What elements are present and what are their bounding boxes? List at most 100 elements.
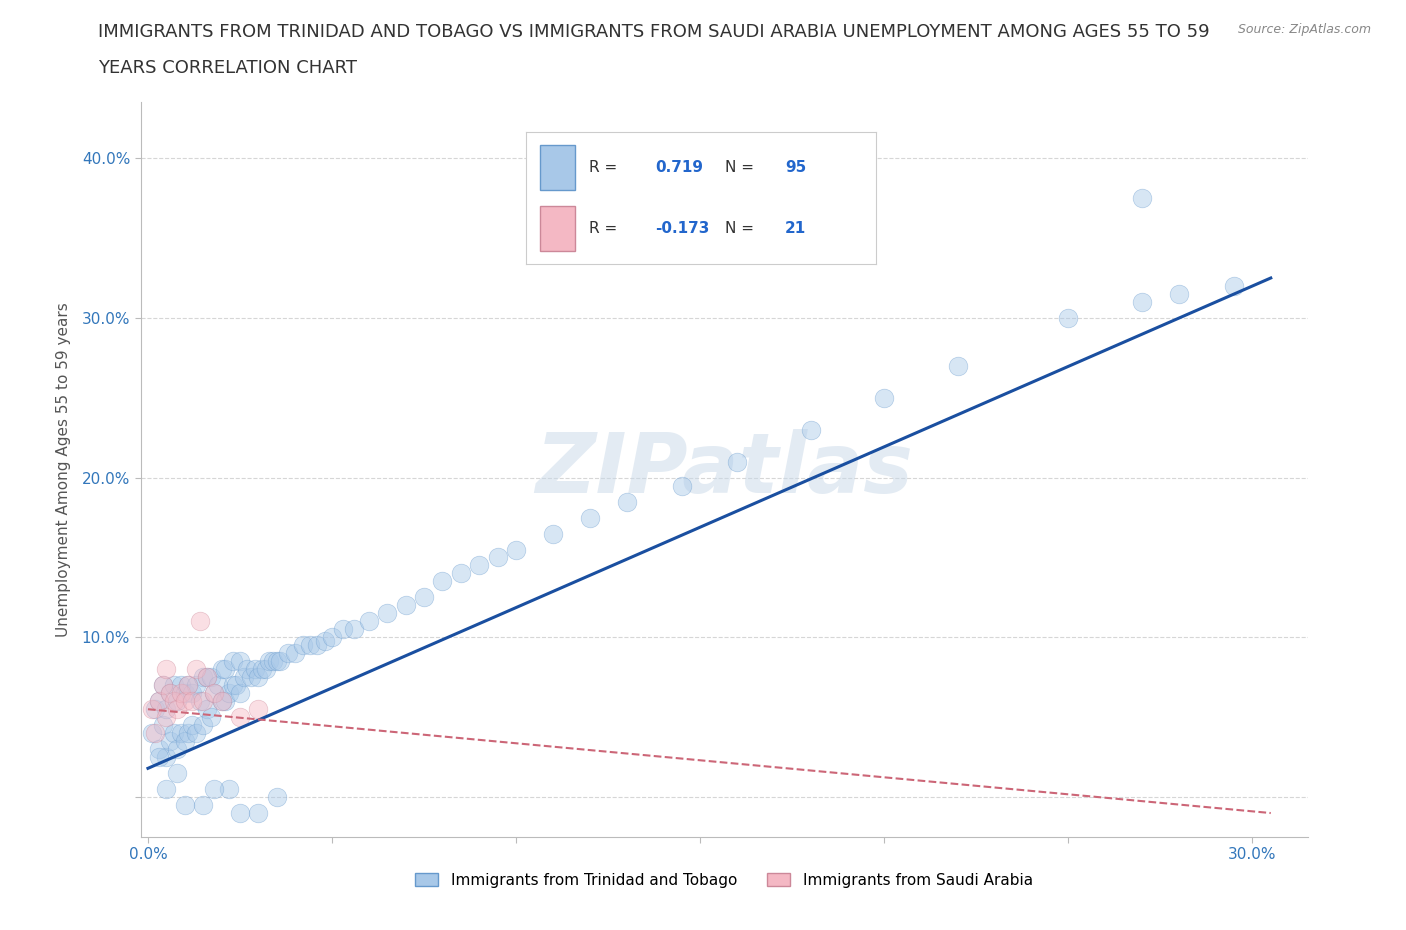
Point: [166, 694, 188, 709]
Point: [873, 391, 896, 405]
Point: [1167, 286, 1189, 301]
Point: [221, 678, 243, 693]
Point: [211, 694, 233, 709]
Point: [277, 646, 299, 661]
Point: [173, 685, 195, 700]
Point: [232, 670, 254, 684]
Point: [148, 742, 170, 757]
Point: [141, 725, 163, 740]
Point: [155, 750, 177, 764]
Point: [269, 654, 291, 669]
Point: [332, 622, 354, 637]
Point: [200, 710, 222, 724]
Point: [170, 725, 193, 740]
Point: [170, 685, 193, 700]
Point: [229, 710, 252, 724]
Point: [193, 718, 215, 733]
Point: [357, 614, 380, 629]
Point: [247, 670, 270, 684]
Point: [195, 670, 218, 684]
Point: [218, 685, 240, 700]
Point: [193, 798, 215, 813]
Y-axis label: Unemployment Among Ages 55 to 59 years: Unemployment Among Ages 55 to 59 years: [56, 302, 70, 637]
Legend: Immigrants from Trinidad and Tobago, Immigrants from Saudi Arabia: Immigrants from Trinidad and Tobago, Imm…: [408, 865, 1040, 896]
Point: [177, 725, 200, 740]
Point: [229, 805, 252, 820]
Point: [505, 542, 527, 557]
Point: [184, 725, 207, 740]
Point: [155, 710, 177, 724]
Point: [155, 781, 177, 796]
Point: [1130, 295, 1153, 310]
Point: [177, 678, 200, 693]
Point: [173, 694, 195, 709]
Point: [541, 526, 564, 541]
Point: [152, 678, 174, 693]
Point: [1223, 279, 1246, 294]
Point: [250, 662, 273, 677]
Point: [148, 694, 170, 709]
Point: [375, 606, 398, 621]
Point: [202, 781, 225, 796]
Point: [578, 511, 600, 525]
Point: [343, 622, 366, 637]
Point: [202, 685, 225, 700]
Point: [181, 718, 204, 733]
Point: [247, 805, 270, 820]
Point: [177, 678, 200, 693]
Point: [266, 654, 288, 669]
Point: [195, 670, 218, 684]
Text: IMMIGRANTS FROM TRINIDAD AND TOBAGO VS IMMIGRANTS FROM SAUDI ARABIA UNEMPLOYMENT: IMMIGRANTS FROM TRINIDAD AND TOBAGO VS I…: [98, 23, 1211, 41]
Point: [229, 654, 252, 669]
Point: [240, 670, 263, 684]
Point: [413, 590, 436, 604]
Point: [214, 694, 236, 709]
Point: [218, 781, 240, 796]
Point: [166, 765, 188, 780]
Point: [148, 694, 170, 709]
Point: [1057, 311, 1080, 325]
Point: [1130, 191, 1153, 206]
Text: Source: ZipAtlas.com: Source: ZipAtlas.com: [1237, 23, 1371, 36]
Point: [314, 633, 336, 648]
Point: [207, 678, 229, 693]
Point: [725, 454, 748, 469]
Point: [468, 558, 491, 573]
Point: [254, 662, 277, 677]
Point: [247, 702, 270, 717]
Point: [214, 662, 236, 677]
Point: [211, 662, 233, 677]
Point: [395, 598, 418, 613]
Point: [450, 566, 472, 581]
Point: [225, 678, 247, 693]
Point: [166, 702, 188, 717]
Point: [188, 614, 211, 629]
Point: [173, 798, 195, 813]
Point: [193, 694, 215, 709]
Point: [307, 638, 329, 653]
Point: [291, 638, 314, 653]
Point: [221, 654, 243, 669]
Point: [181, 685, 204, 700]
Point: [266, 790, 288, 804]
Point: [155, 702, 177, 717]
Point: [193, 670, 215, 684]
Point: [236, 662, 259, 677]
Point: [202, 685, 225, 700]
Point: [173, 734, 195, 749]
Point: [143, 725, 166, 740]
Point: [211, 694, 233, 709]
Point: [181, 694, 204, 709]
Point: [184, 678, 207, 693]
Text: YEARS CORRELATION CHART: YEARS CORRELATION CHART: [98, 59, 357, 76]
Point: [188, 694, 211, 709]
Point: [432, 574, 454, 589]
Point: [143, 702, 166, 717]
Point: [155, 662, 177, 677]
Point: [321, 630, 343, 644]
Point: [243, 662, 266, 677]
Point: [166, 742, 188, 757]
Point: [159, 685, 181, 700]
Point: [163, 694, 186, 709]
Point: [163, 725, 186, 740]
